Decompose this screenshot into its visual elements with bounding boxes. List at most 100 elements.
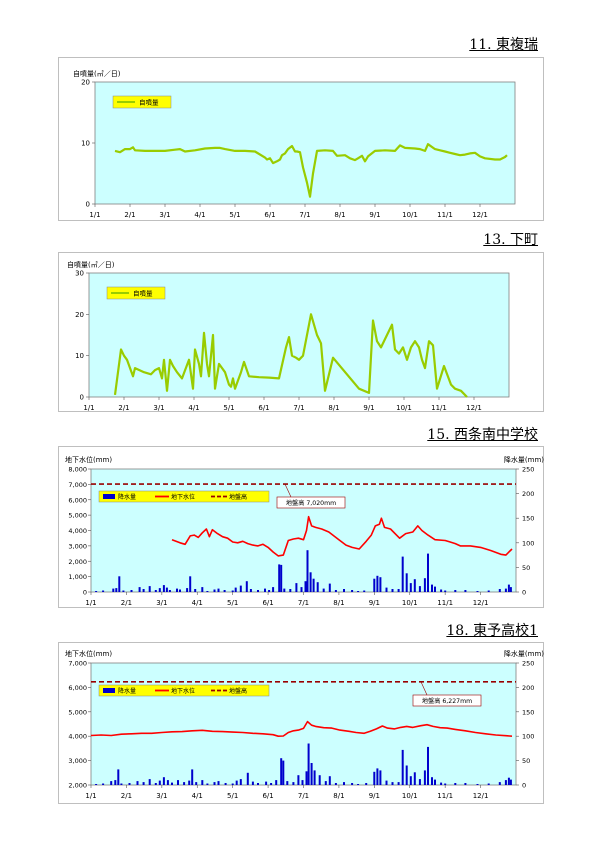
x-tick-label: 8/1 xyxy=(328,404,339,412)
rain-bar xyxy=(189,576,192,592)
rain-bar xyxy=(507,584,510,592)
rain-bar xyxy=(498,782,501,785)
rain-bar xyxy=(110,781,113,785)
x-tick-label: 4/1 xyxy=(192,792,203,800)
rain-bar xyxy=(154,590,157,592)
y-tick-label: 7,000 xyxy=(68,481,87,489)
x-tick-label: 8/1 xyxy=(334,211,345,219)
x-tick-label: 12/1 xyxy=(473,599,489,607)
rain-bar xyxy=(328,776,331,785)
chart-3-frame: 地下水位(mm) 降水量(mm) 1/1 2/1 3/1 4/1 5/1 6/1 7/1 8/1 9… xyxy=(58,446,544,608)
y-tick-label: 0 xyxy=(80,394,84,402)
legend-label-groundwater: 地下水位 xyxy=(171,687,195,695)
rain-bar xyxy=(300,587,303,592)
rain-bar xyxy=(444,783,447,785)
rain-bar xyxy=(213,782,216,785)
y2-tick-label: 250 xyxy=(522,660,534,668)
x-tick-label: 3/1 xyxy=(159,211,170,219)
x-tick-label: 1/1 xyxy=(89,211,100,219)
rain-bar xyxy=(509,779,512,785)
rain-bar xyxy=(245,581,248,592)
rain-bar xyxy=(115,588,118,592)
x-tick-label: 10/1 xyxy=(402,792,418,800)
legend-label-groundwater: 地下水位 xyxy=(171,493,195,501)
rain-bar xyxy=(365,783,368,785)
rain-bar xyxy=(401,749,404,785)
rain-bar xyxy=(357,784,360,785)
y2-tick-label: 150 xyxy=(522,708,534,716)
chart-4-frame: 地下水位(mm) 降水量(mm) 1/1 2/1 3/1 4/1 5/1 6/1 7/1 8/1 9… xyxy=(58,642,544,804)
y2-tick-label: 100 xyxy=(522,733,534,741)
rain-bar xyxy=(405,573,408,592)
rain-bar xyxy=(434,779,436,785)
rain-bar xyxy=(154,783,157,785)
x-tick-label: 12/1 xyxy=(472,211,488,219)
rain-bar xyxy=(464,783,467,785)
rain-bar xyxy=(464,590,467,592)
rain-bar xyxy=(136,781,139,785)
rain-bar xyxy=(318,775,321,785)
rain-bar xyxy=(301,780,304,785)
rain-bar xyxy=(405,765,408,785)
x-tick-label: 3/1 xyxy=(153,404,164,412)
rain-bar xyxy=(206,591,209,592)
rain-bar xyxy=(183,782,186,785)
rain-bar xyxy=(295,583,298,592)
y-tick-label: 3,000 xyxy=(68,757,87,765)
rain-bar xyxy=(313,770,316,785)
y-tick-label: 0 xyxy=(86,201,90,209)
rain-bar xyxy=(507,777,510,785)
rain-bar xyxy=(231,783,234,785)
rain-bar xyxy=(117,769,120,785)
rain-bar xyxy=(239,585,242,592)
y-axis-label: 地下水位(mm) xyxy=(65,649,112,658)
legend-label-ground: 地盤高 xyxy=(229,687,247,695)
annotation-box xyxy=(412,694,482,707)
rain-bar xyxy=(328,583,331,592)
x-tick-label: 9/1 xyxy=(369,792,380,800)
annotation-pointer xyxy=(284,483,292,498)
y2-tick-label: 150 xyxy=(522,515,534,523)
rain-bar xyxy=(324,781,327,785)
legend-box xyxy=(98,684,270,697)
rain-bar xyxy=(351,590,354,592)
rain-bar xyxy=(102,783,105,785)
annotation-label: 地盤高 6,227mm xyxy=(422,697,472,705)
x-tick-label: 3/1 xyxy=(156,792,167,800)
legend-label-rain: 降水量 xyxy=(118,493,136,501)
rain-bar xyxy=(223,590,226,592)
x-tick-label: 6/1 xyxy=(258,404,269,412)
y-tick-label: 10 xyxy=(81,140,90,148)
rain-bar xyxy=(235,780,238,785)
rain-bar xyxy=(95,591,98,592)
rain-bar xyxy=(201,780,204,785)
rain-bar xyxy=(282,760,285,785)
rain-bar xyxy=(177,780,179,785)
rain-bar xyxy=(440,782,443,785)
series-line-groundwater xyxy=(171,515,513,557)
rain-bar xyxy=(272,587,275,592)
legend-box xyxy=(106,286,166,300)
rain-bar xyxy=(217,588,220,592)
rain-bar xyxy=(373,578,376,592)
x-tick-label: 7/1 xyxy=(298,599,309,607)
x-tick-label: 3/1 xyxy=(156,599,167,607)
rain-bar xyxy=(246,772,249,785)
x-tick-label: 11/1 xyxy=(437,792,453,800)
rain-bar xyxy=(142,589,145,592)
rain-bar xyxy=(316,582,319,592)
x-tick-label: 10/1 xyxy=(396,404,412,412)
x-tick-label: 12/1 xyxy=(473,792,489,800)
rain-bar xyxy=(275,780,278,785)
rain-bar xyxy=(148,586,151,592)
rain-bar xyxy=(283,588,286,592)
rain-bar xyxy=(397,782,400,785)
rain-bar xyxy=(397,589,400,592)
y-tick-label: 2,000 xyxy=(68,558,87,566)
rain-bar xyxy=(476,784,479,785)
y2-tick-label: 0 xyxy=(522,782,526,790)
y2-tick-label: 0 xyxy=(522,589,526,597)
annotation-pointer xyxy=(420,681,428,696)
y-tick-label: 2,000 xyxy=(68,782,87,790)
rain-bar xyxy=(312,578,315,592)
